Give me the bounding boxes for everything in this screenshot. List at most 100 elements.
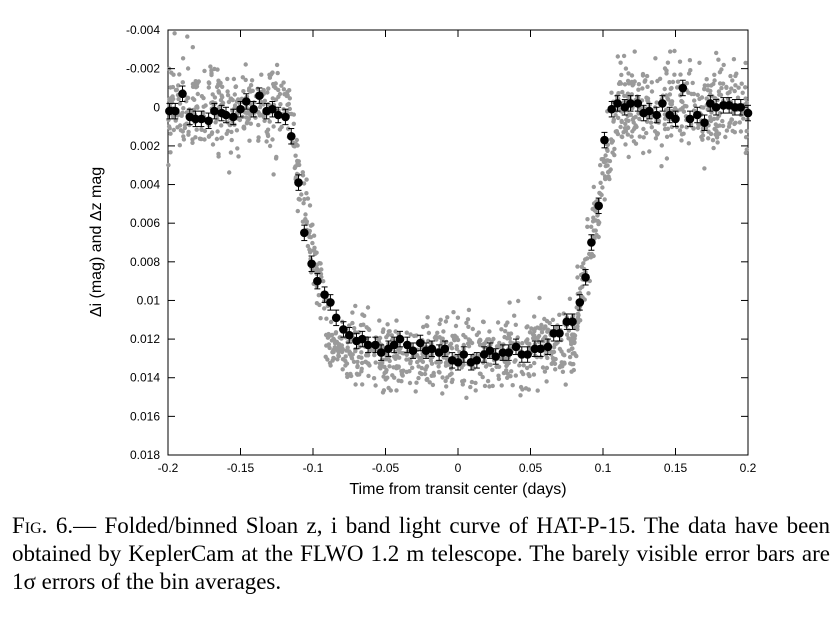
- raw-point: [616, 81, 622, 87]
- raw-point: [680, 105, 685, 111]
- raw-points-layer: [166, 31, 750, 400]
- raw-point: [595, 213, 600, 218]
- raw-point: [437, 360, 442, 365]
- raw-point: [567, 296, 573, 301]
- raw-point: [532, 360, 537, 366]
- binned-point: [268, 104, 277, 114]
- raw-point: [359, 369, 364, 374]
- raw-point: [261, 87, 266, 93]
- raw-point: [724, 128, 730, 133]
- raw-point: [256, 135, 261, 140]
- y-axis-label: Δi (mag) and Δz mag: [88, 167, 105, 317]
- raw-point: [317, 268, 322, 274]
- raw-point: [262, 98, 268, 104]
- raw-point: [535, 335, 540, 341]
- raw-point: [184, 99, 189, 104]
- raw-point: [471, 366, 476, 371]
- raw-point: [401, 351, 406, 356]
- raw-point: [220, 84, 225, 90]
- raw-point: [677, 59, 683, 64]
- raw-point: [329, 338, 335, 343]
- raw-point: [609, 90, 614, 95]
- raw-point: [425, 323, 430, 329]
- raw-point: [426, 330, 432, 336]
- binned-point: [440, 344, 450, 354]
- raw-point: [594, 232, 599, 238]
- raw-point: [267, 119, 272, 124]
- raw-point: [570, 336, 576, 341]
- binned-point: [485, 346, 495, 356]
- raw-point: [302, 197, 307, 202]
- binned-point: [313, 276, 322, 286]
- raw-point: [686, 71, 692, 76]
- raw-point: [613, 113, 618, 118]
- binned-point: [536, 344, 545, 354]
- raw-point: [727, 90, 732, 95]
- raw-point: [347, 323, 352, 328]
- raw-point: [286, 126, 291, 131]
- raw-point: [207, 133, 212, 139]
- raw-point: [520, 387, 525, 392]
- raw-point: [487, 384, 492, 389]
- raw-point: [303, 212, 308, 217]
- raw-point: [496, 373, 501, 378]
- raw-point: [366, 373, 371, 379]
- raw-point: [451, 336, 457, 341]
- raw-point: [391, 365, 396, 370]
- raw-point: [579, 264, 584, 269]
- raw-point: [181, 137, 187, 142]
- raw-point: [668, 101, 673, 107]
- raw-point: [558, 363, 563, 369]
- x-tick-label: 0.05: [519, 461, 543, 475]
- raw-point: [482, 383, 488, 389]
- raw-point: [265, 90, 270, 95]
- raw-point: [653, 56, 658, 61]
- raw-point: [444, 384, 449, 389]
- raw-point: [636, 82, 642, 87]
- raw-point: [471, 352, 476, 358]
- raw-point: [412, 333, 417, 339]
- raw-point: [732, 88, 737, 94]
- raw-point: [513, 358, 518, 363]
- binned-point: [607, 104, 616, 114]
- raw-point: [175, 125, 180, 130]
- raw-point: [413, 389, 418, 394]
- raw-point: [290, 141, 295, 146]
- caption-text: Folded/binned Sloan z, i band light curv…: [12, 513, 830, 594]
- raw-point: [340, 357, 346, 362]
- raw-point: [513, 373, 518, 378]
- raw-point: [316, 293, 321, 298]
- raw-point: [190, 45, 195, 50]
- binned-point: [358, 334, 367, 344]
- raw-point: [419, 371, 424, 377]
- binned-point: [633, 99, 643, 108]
- raw-point: [497, 344, 502, 350]
- raw-point: [441, 329, 446, 334]
- raw-point: [438, 317, 443, 322]
- raw-point: [443, 378, 448, 384]
- raw-point: [664, 156, 670, 161]
- raw-point: [327, 345, 332, 351]
- raw-point: [563, 382, 568, 387]
- raw-point: [176, 96, 181, 102]
- raw-point: [408, 332, 413, 337]
- binned-point: [658, 99, 667, 108]
- raw-point: [739, 81, 744, 86]
- raw-point: [245, 119, 250, 124]
- raw-point: [350, 320, 355, 326]
- raw-point: [449, 379, 455, 385]
- x-tick-label: -0.1: [303, 461, 324, 475]
- raw-point: [561, 361, 567, 366]
- raw-point: [385, 332, 391, 338]
- raw-point: [325, 357, 330, 362]
- caption-prefix: Fig. 6.—: [12, 513, 97, 538]
- raw-point: [619, 119, 624, 125]
- raw-point: [702, 87, 707, 92]
- binned-point: [498, 348, 508, 357]
- raw-point: [535, 388, 540, 393]
- raw-point: [461, 378, 467, 383]
- raw-point: [532, 314, 537, 319]
- y-tick-label: 0.006: [130, 216, 160, 230]
- raw-point: [377, 318, 382, 323]
- raw-point: [553, 367, 558, 372]
